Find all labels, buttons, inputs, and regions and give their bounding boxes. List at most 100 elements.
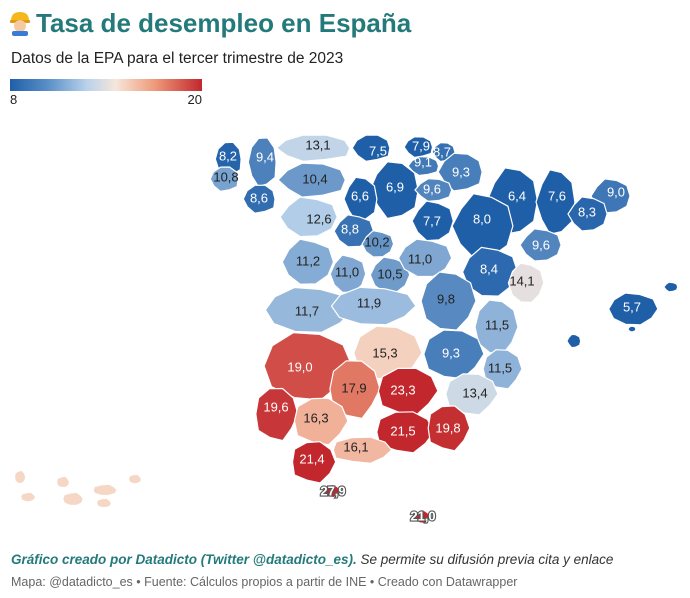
balearic-island-shape[interactable] [566, 333, 582, 349]
source-footer: Mapa: @datadicto_es • Fuente: Cálculos p… [11, 575, 518, 589]
value-label-zaragoza: 8,0 [473, 211, 491, 226]
value-label-badajoz: 19,0 [287, 359, 312, 374]
canary-island-shape[interactable] [56, 475, 71, 489]
province-lleida[interactable] [535, 169, 576, 235]
value-label-guadalajara: 11,0 [408, 251, 432, 266]
value-label-caceres: 11,7 [295, 303, 319, 318]
color-legend: 8 20 [10, 79, 202, 107]
value-label-avila: 11,0 [335, 264, 359, 279]
province-tarragona[interactable] [519, 228, 562, 262]
canary-island-shape[interactable] [20, 491, 37, 503]
canary-island-shape[interactable] [127, 473, 142, 485]
value-label-girona: 9,0 [607, 184, 625, 199]
value-label-ourense: 8,6 [250, 190, 268, 205]
subtitle: Datos de la EPA para el tercer trimestre… [11, 50, 344, 67]
value-label-barcelona: 8,3 [578, 204, 596, 219]
value-label-valladolid: 8,8 [341, 221, 359, 236]
balearic-island-shape[interactable] [663, 281, 679, 293]
province-teruel[interactable] [461, 246, 519, 297]
value-label-huesca: 6,4 [508, 188, 526, 203]
province-navarra[interactable] [437, 152, 483, 192]
value-label-valencia: 11,5 [485, 317, 509, 332]
value-label-zamora: 12,6 [306, 211, 331, 226]
province-caceres[interactable] [264, 286, 353, 334]
value-label-cadiz: 21,4 [299, 451, 324, 466]
canary-island-shape[interactable] [14, 469, 27, 485]
province-cadiz[interactable] [291, 440, 337, 484]
province-ourense[interactable] [242, 184, 276, 214]
value-label-la-rioja: 9,6 [423, 181, 441, 196]
value-label-sevilla: 16,3 [303, 410, 328, 425]
value-label-segovia: 10,2 [364, 234, 389, 249]
value-label-alava: 9,1 [414, 154, 432, 169]
province-alava[interactable] [407, 156, 440, 177]
province-murcia[interactable] [445, 373, 499, 416]
value-label-melilla: 21,0 [410, 508, 435, 523]
province-badajoz[interactable] [263, 331, 353, 401]
legend-min-label: 8 [10, 92, 18, 107]
value-label-tarragona: 9,6 [532, 237, 550, 252]
province-cantabria[interactable] [351, 134, 391, 162]
province-alicante[interactable] [482, 349, 523, 390]
credit-author: Gráfico creado por Datadicto (Twitter @d… [11, 552, 357, 567]
province-la-rioja[interactable] [414, 178, 453, 203]
province-salamanca[interactable] [281, 238, 335, 285]
value-label-navarra: 9,3 [452, 164, 470, 179]
value-label-palencia: 6,6 [351, 188, 369, 203]
province-segovia[interactable] [361, 230, 395, 258]
value-label-teruel: 8,4 [480, 261, 498, 276]
canary-island-shape[interactable] [62, 491, 84, 506]
legend-gradient [10, 79, 202, 91]
canary-island-shape[interactable] [92, 483, 118, 496]
value-label-huelva: 19,6 [263, 399, 288, 414]
province-malaga[interactable] [332, 436, 393, 464]
construction-worker-icon [8, 10, 32, 43]
value-label-pontevedra: 10,8 [213, 169, 238, 184]
province-cordoba[interactable] [329, 360, 381, 420]
province-zamora[interactable] [279, 196, 338, 238]
province-almeria[interactable] [427, 405, 471, 452]
province-toledo[interactable] [330, 286, 417, 326]
value-label-madrid: 10,5 [377, 266, 402, 281]
province-jaen[interactable] [377, 367, 439, 416]
value-label-castellon: 14,1 [509, 273, 534, 288]
value-label-baleares: 5,7 [623, 299, 641, 314]
province-leon[interactable] [277, 162, 346, 198]
spain-map: 8,2 9,4 10,8 8,6 13,1 7,5 7,9 8,79,1 9,3 10,4 6,9 9… [14, 134, 679, 525]
province-soria[interactable] [411, 200, 454, 242]
value-label-malaga: 16,1 [343, 439, 368, 454]
value-label-cuenca: 9,8 [437, 291, 455, 306]
province-melilla[interactable] [414, 509, 431, 525]
value-label-asturias: 13,1 [305, 137, 330, 152]
province-madrid[interactable] [369, 256, 411, 294]
balearic-island-shape[interactable] [627, 325, 637, 333]
value-label-soria: 7,7 [423, 213, 441, 228]
legend-max-label: 20 [187, 92, 202, 107]
value-label-lleida: 7,6 [548, 188, 566, 203]
province-palencia[interactable] [343, 176, 378, 222]
province-asturias[interactable] [275, 134, 351, 162]
value-label-granada: 21,5 [390, 423, 415, 438]
value-label-lugo: 9,4 [256, 149, 274, 164]
province-pontevedra[interactable] [209, 166, 239, 192]
province-bizkaia[interactable] [403, 136, 434, 159]
value-label-murcia: 13,4 [462, 385, 487, 400]
province-ceuta[interactable] [322, 483, 341, 499]
province-barcelona[interactable] [567, 196, 608, 232]
value-label-cordoba: 17,9 [341, 380, 366, 395]
value-label-cantabria: 7,5 [369, 143, 387, 158]
value-label-alicante: 11,5 [488, 360, 512, 375]
value-label-toledo: 11,9 [357, 295, 381, 310]
province-lugo[interactable] [247, 137, 277, 188]
canary-island-shape[interactable] [96, 497, 112, 508]
value-label-salamanca: 11,2 [296, 253, 320, 268]
province-baleares[interactable] [608, 292, 659, 326]
province-granada[interactable] [376, 411, 435, 454]
province-sevilla[interactable] [293, 397, 349, 446]
province-castellon[interactable] [507, 262, 545, 304]
province-huelva[interactable] [255, 387, 299, 442]
value-label-bizkaia: 7,9 [412, 138, 430, 153]
value-label-ciudad-real: 15,3 [372, 345, 397, 360]
province-cuenca[interactable] [420, 271, 477, 331]
value-label-gipuzkoa: 8,7 [433, 144, 451, 159]
